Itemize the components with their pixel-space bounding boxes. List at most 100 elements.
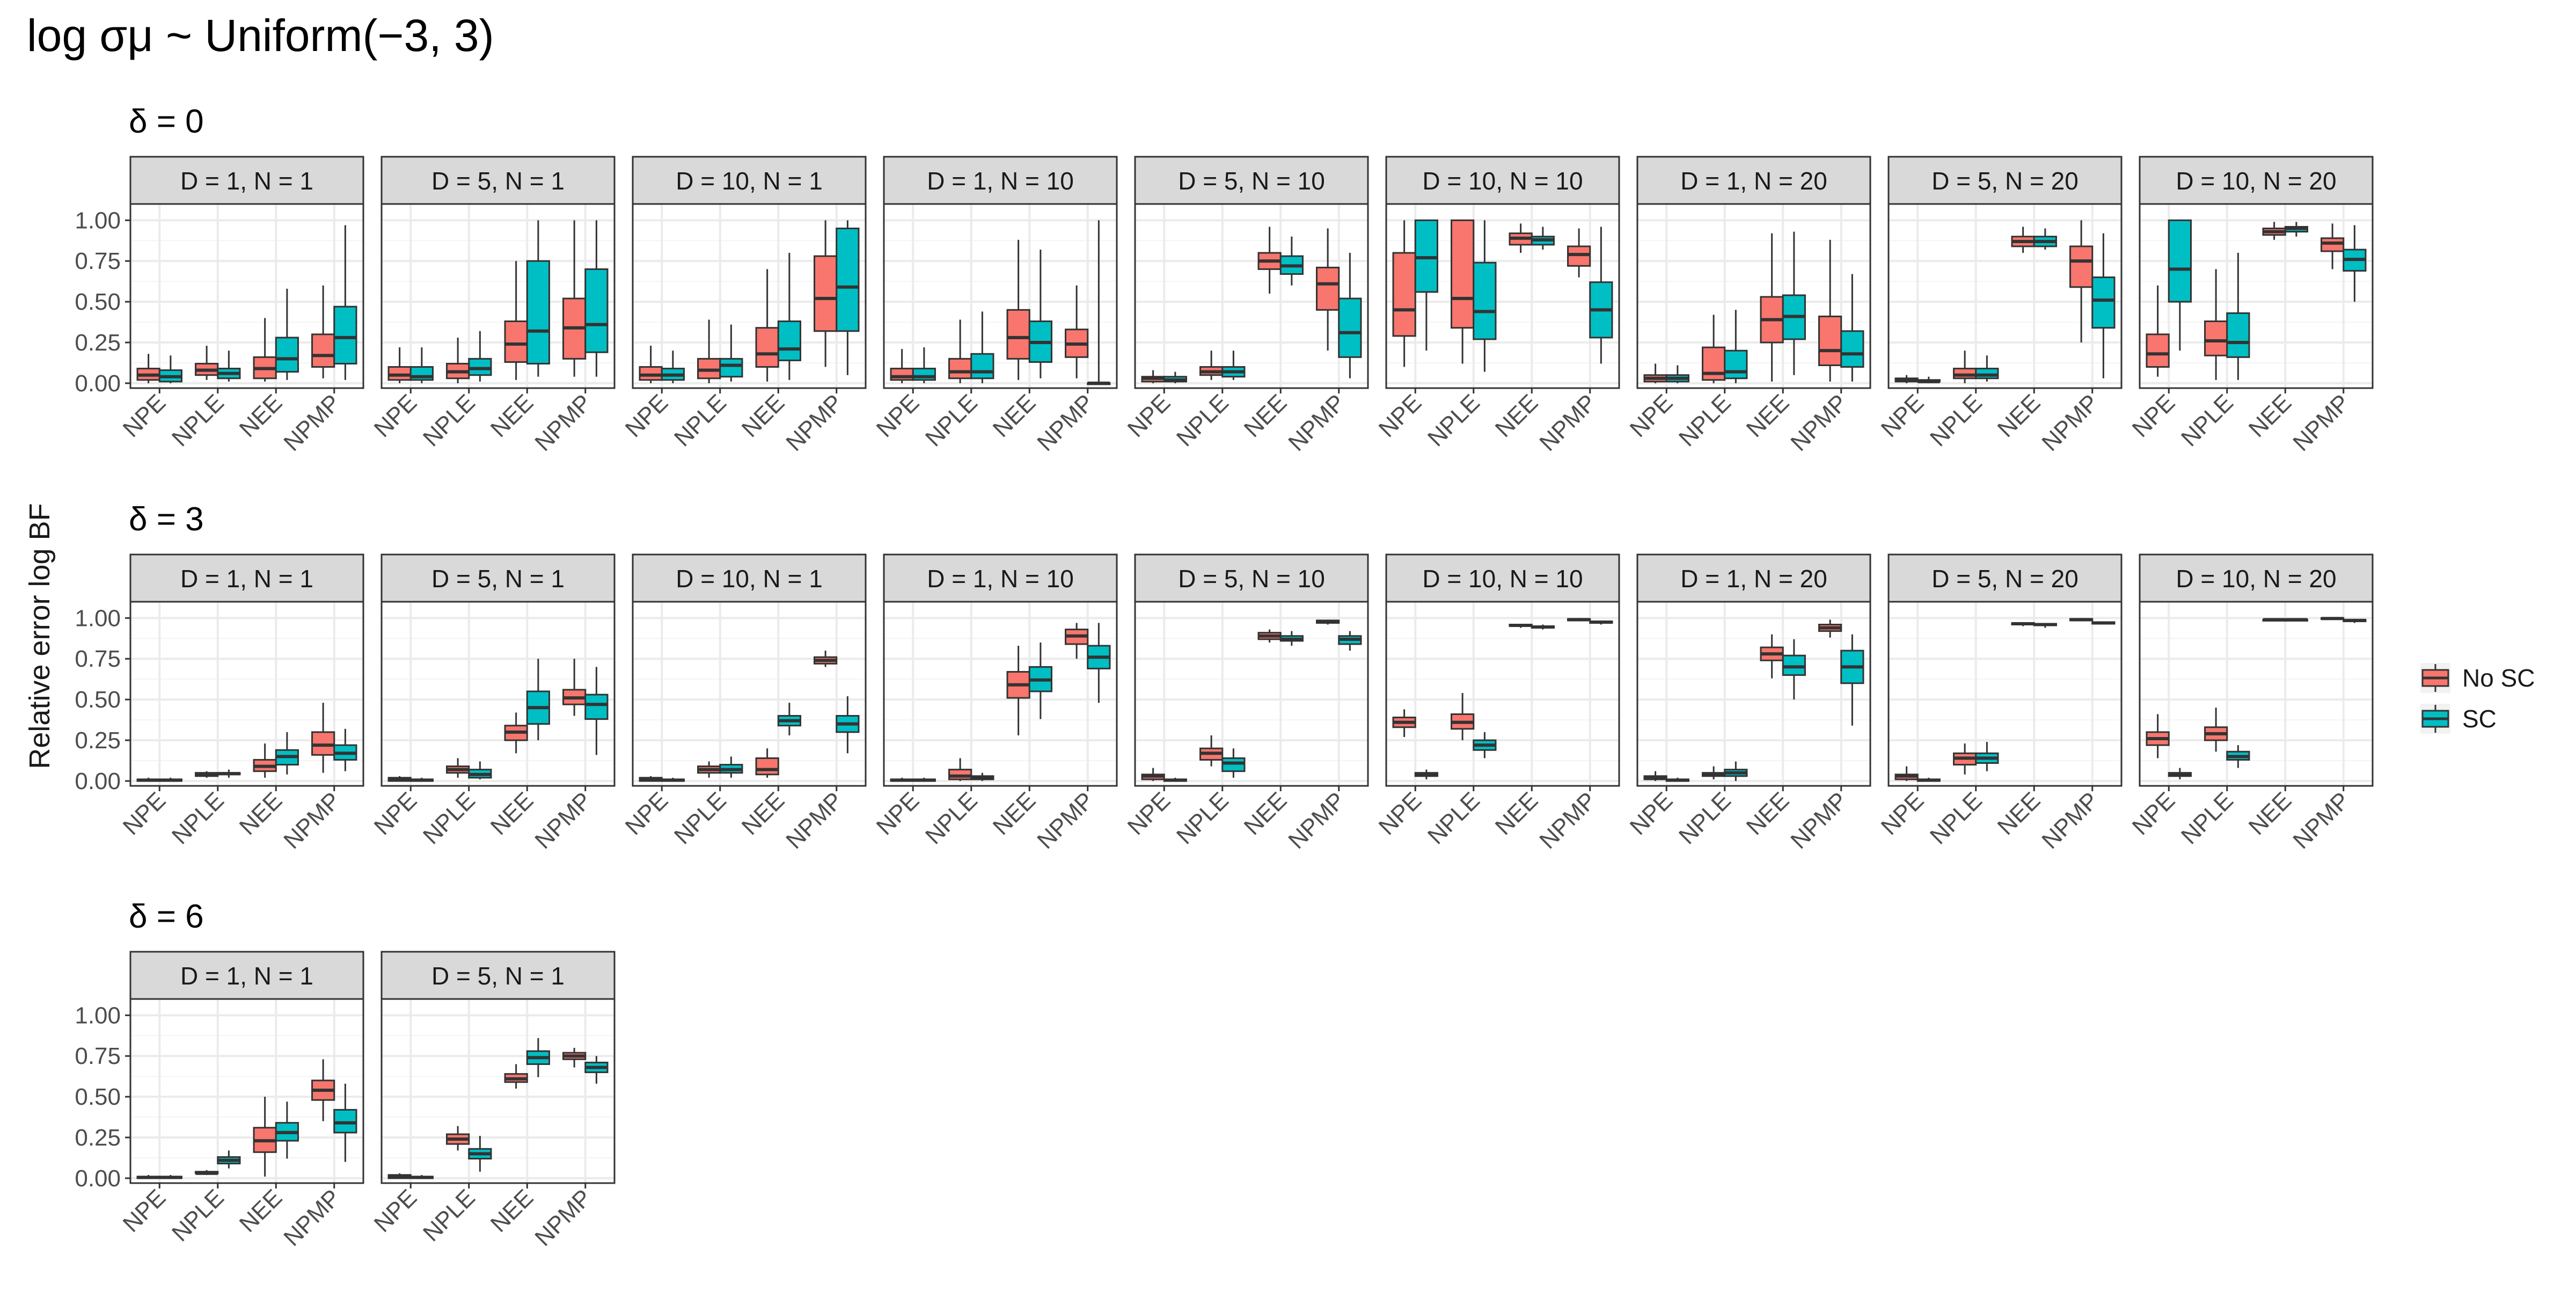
x-tick-label: NPMP: [1534, 787, 1601, 854]
x-tick-label: NPLE: [167, 1184, 229, 1246]
boxplot-nple-sc: [970, 772, 994, 781]
panel-border: [632, 203, 867, 389]
x-tick-label: NEE: [1741, 787, 1795, 840]
boxplot-nee-sc: [1782, 231, 1806, 375]
x-tick-label: NPE: [1123, 389, 1176, 442]
row-label: δ = 6: [129, 898, 204, 935]
boxplot-nple-sc: [2226, 253, 2250, 380]
x-tick-label: NPLE: [920, 787, 983, 849]
boxplot-nee-no-sc: [253, 1097, 277, 1177]
x-tick-label: NPLE: [1423, 389, 1485, 451]
box-iqr: [2321, 237, 2345, 252]
box-iqr: [948, 358, 972, 380]
x-tick-label: NPLE: [2176, 389, 2238, 451]
facet-strip-label: D = 10, N = 10: [1422, 565, 1583, 593]
y-tick-label: 0.50: [75, 1084, 121, 1110]
boxplot-nple-no-sc: [948, 319, 972, 383]
box-iqr: [697, 358, 721, 380]
legend-label: No SC: [2462, 664, 2535, 692]
boxplot-npe-sc: [158, 777, 182, 782]
boxplot-npe-no-sc: [2146, 714, 2170, 758]
boxplot-npe-sc: [1665, 777, 1689, 782]
boxplot-npmp-no-sc: [562, 220, 587, 377]
facet-strip-label: D = 5, N = 10: [1178, 167, 1325, 195]
panel-border: [1385, 601, 1620, 787]
boxplot-npe-no-sc: [639, 346, 663, 383]
boxplot-npe-sc: [1414, 219, 1438, 351]
box-iqr: [1221, 757, 1246, 772]
facet-strip: [1887, 156, 2123, 205]
y-tick-label: 0.75: [75, 248, 121, 274]
panel-background: [129, 601, 364, 787]
legend: No SC SC: [2420, 663, 2535, 734]
facet-strip-label: D = 10, N = 20: [2176, 167, 2336, 195]
box-iqr: [1818, 315, 1842, 367]
panel-border: [129, 601, 364, 787]
x-tick-label: NEE: [235, 389, 288, 442]
y-tick-label: 1.00: [75, 207, 121, 234]
boxplot-nple-no-sc: [195, 771, 219, 778]
x-tick-label: NEE: [1490, 389, 1543, 442]
boxplot-nee-no-sc: [253, 318, 277, 382]
box-iqr: [1953, 368, 1977, 380]
box-iqr: [2146, 333, 2170, 368]
x-tick-label: NPLE: [669, 389, 731, 451]
facet-strip-label: D = 5, N = 10: [1178, 565, 1325, 593]
x-tick-label: NEE: [1993, 787, 2046, 840]
x-tick-label: NPMP: [1283, 787, 1350, 854]
facet-strip-label: D = 5, N = 1: [431, 565, 565, 593]
boxplot-npmp-sc: [333, 1083, 357, 1162]
x-tick-label: NPMP: [279, 1184, 346, 1251]
x-tick-label: NPLE: [418, 787, 480, 849]
x-tick-label: NPE: [1374, 787, 1427, 840]
boxplot-npmp-no-sc: [814, 651, 838, 667]
panel-border: [1636, 601, 1871, 787]
x-tick-label: NPLE: [167, 787, 229, 849]
row-label: δ = 0: [129, 103, 204, 140]
boxplot-nee-no-sc: [1509, 623, 1533, 628]
panel-background: [1887, 203, 2123, 389]
panel-background: [380, 203, 616, 389]
panel-background: [1887, 601, 2123, 787]
boxplot-nee-sc: [2284, 618, 2308, 622]
legend-item: SC: [2420, 704, 2497, 734]
box-iqr: [2168, 219, 2192, 303]
x-tick-label: NPE: [872, 389, 925, 442]
boxplot-nple-sc: [1975, 742, 1999, 771]
box-iqr: [504, 320, 528, 363]
boxplot-npe-no-sc: [1643, 771, 1667, 781]
x-tick-label: NPE: [2127, 389, 2180, 442]
boxplot-npe-sc: [1665, 365, 1689, 383]
boxplot-nple-sc: [1221, 748, 1246, 778]
boxplot-npe-no-sc: [136, 354, 160, 383]
boxplot-npmp-no-sc: [1818, 619, 1842, 638]
facet-strip: [1385, 156, 1620, 205]
boxplot-nee-no-sc: [504, 261, 528, 380]
x-tick-label: NPLE: [2176, 787, 2238, 849]
box-iqr: [1567, 245, 1591, 267]
x-tick-label: NEE: [235, 1184, 288, 1237]
boxplot-npe-sc: [912, 777, 936, 782]
boxplot-npe-sc: [1414, 769, 1438, 779]
x-tick-label: NEE: [988, 787, 1041, 840]
boxplot-npe-sc: [409, 777, 434, 782]
boxplot-nee-no-sc: [1760, 634, 1784, 679]
boxplot-nee-sc: [275, 732, 299, 775]
boxplot-npe-no-sc: [1643, 363, 1667, 383]
box-iqr: [777, 320, 801, 361]
boxplot-npe-sc: [409, 1175, 434, 1179]
facet-strip-label: D = 10, N = 20: [2176, 565, 2336, 593]
boxplot-npmp-sc: [1840, 274, 1864, 382]
x-tick-label: NPE: [1625, 389, 1678, 442]
x-tick-label: NEE: [1741, 389, 1795, 442]
boxplot-nple-sc: [1975, 355, 1999, 382]
